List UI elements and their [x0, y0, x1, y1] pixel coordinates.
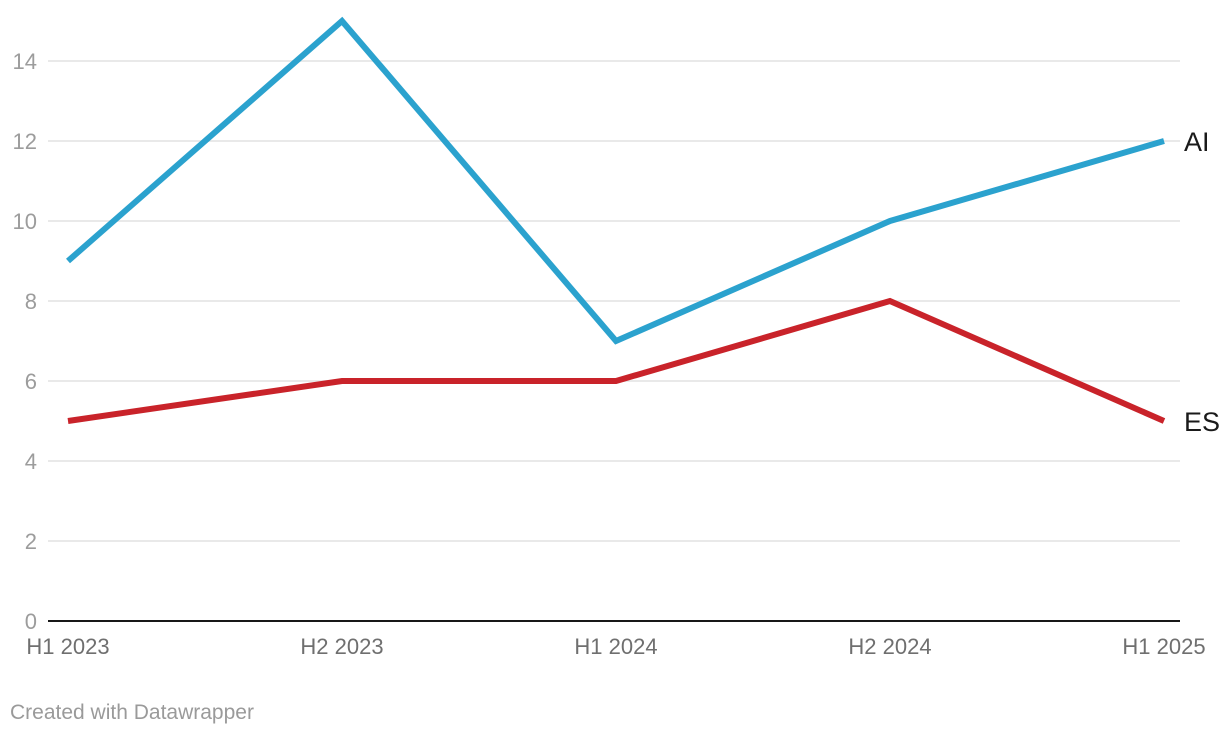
- x-tick-label: H1 2023: [26, 634, 109, 659]
- x-tick-label: H1 2024: [574, 634, 657, 659]
- y-tick-label: 8: [25, 289, 37, 314]
- y-tick-label: 12: [13, 129, 37, 154]
- x-tick-label: H2 2023: [300, 634, 383, 659]
- y-tick-label: 2: [25, 529, 37, 554]
- y-tick-label: 6: [25, 369, 37, 394]
- line-chart: 0 2 4 6 8 10 12 14 H1 2023 H2 2023 H1 2024 H2 2024 H…: [13, 16, 1220, 659]
- datawrapper-credit: Created with Datawrapper: [10, 701, 254, 724]
- x-tick-label: H2 2024: [848, 634, 931, 659]
- series-line-AI: [66, 16, 1165, 345]
- y-tick-label: 0: [25, 609, 37, 634]
- y-tick-label: 10: [13, 209, 37, 234]
- y-tick-label: 14: [13, 49, 37, 74]
- series-label-AI: AI: [1184, 127, 1210, 157]
- series-line-ES: [67, 297, 1166, 424]
- series-label-ES: ES: [1184, 407, 1220, 437]
- y-tick-label: 4: [25, 449, 37, 474]
- x-tick-label: H1 2025: [1122, 634, 1205, 659]
